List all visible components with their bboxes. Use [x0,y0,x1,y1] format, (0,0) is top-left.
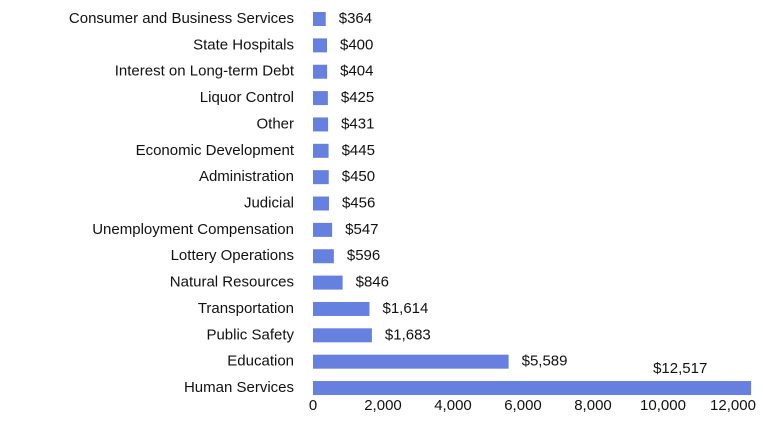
value-label: $404 [340,63,373,80]
bar [313,12,326,26]
bar [313,275,343,290]
y-tick-label: Judicial [244,194,294,211]
bar [313,143,329,158]
bar [313,117,329,132]
bar [313,196,329,211]
x-tick-label: 6,000 [504,397,542,414]
y-tick-label: Transportation [198,300,294,317]
value-label: $547 [345,221,378,238]
x-tick-label: 8,000 [574,397,612,414]
x-tick-label: 10,000 [640,397,686,414]
value-label: $5,589 [522,353,568,370]
y-tick-label: Public Safety [206,326,294,343]
bar [313,222,333,237]
value-label: $450 [342,168,375,185]
y-tick-label: Human Services [184,379,294,396]
x-tick-label: 2,000 [364,397,402,414]
bar [313,381,752,396]
y-tick-label: State Hospitals [193,36,294,53]
y-tick-label: Consumer and Business Services [69,10,294,27]
value-label: $431 [341,115,374,132]
bar [313,170,329,185]
bar [313,91,328,106]
y-tick-label: Lottery Operations [171,247,294,264]
bar [313,328,372,343]
y-tick-label: Administration [199,168,294,185]
value-label: $445 [342,142,375,159]
y-tick-label: Interest on Long-term Debt [115,63,295,80]
value-label: $425 [341,89,374,106]
x-tick-label: 12,000 [710,397,756,414]
value-label: $12,517 [653,360,707,377]
y-tick-label: Liquor Control [200,89,294,106]
x-tick-label: 0 [309,397,317,414]
value-label: $846 [356,274,389,291]
value-label: $1,683 [385,326,431,343]
bar [313,249,334,264]
y-tick-label: Natural Resources [170,274,294,291]
value-label: $456 [342,194,375,211]
y-tick-label: Unemployment Compensation [92,221,294,238]
value-label: $400 [340,36,373,53]
x-tick-label: 4,000 [434,397,472,414]
value-label: $364 [339,10,372,27]
bar [313,38,327,53]
y-tick-label: Other [256,115,294,132]
value-label: $596 [347,247,380,264]
value-label: $1,614 [382,300,428,317]
bar [313,64,328,79]
y-tick-label: Economic Development [136,142,295,159]
bar [313,301,370,316]
bar [313,354,509,369]
y-tick-label: Education [227,353,294,370]
